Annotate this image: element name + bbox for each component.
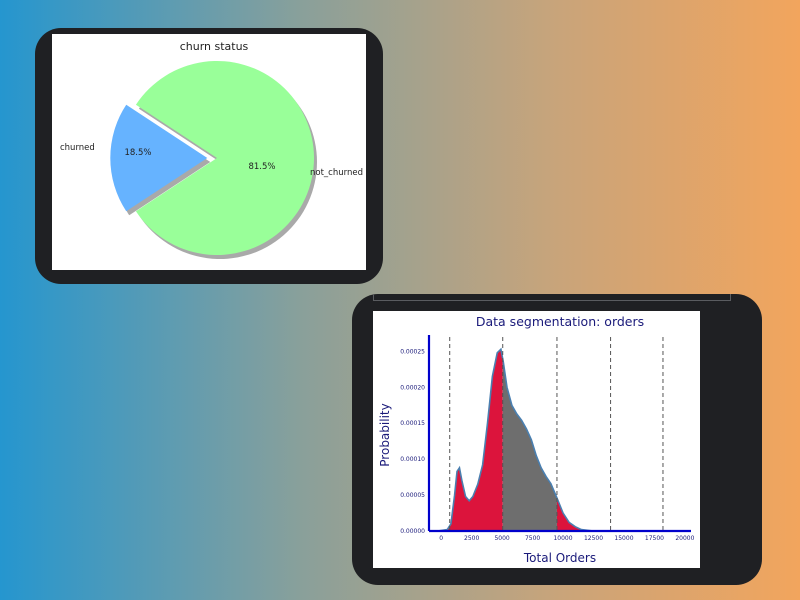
density-segment-2 bbox=[502, 358, 557, 531]
y-tick-label: 0.00005 bbox=[400, 492, 425, 499]
x-tick-label: 10000 bbox=[553, 535, 572, 542]
density-chart-card: Data segmentation: orders Total Orders P… bbox=[352, 294, 762, 585]
x-tick-label: 17500 bbox=[645, 535, 664, 542]
pct-not-churned: 81.5% bbox=[248, 162, 275, 172]
x-axis-label: Total Orders bbox=[523, 551, 596, 565]
pct-churned: 18.5% bbox=[124, 148, 151, 158]
x-tick-label: 15000 bbox=[614, 535, 633, 542]
y-tick-label: 0.00010 bbox=[400, 456, 425, 463]
y-tick-label: 0.00000 bbox=[400, 528, 425, 535]
pie-slice-churned bbox=[110, 104, 208, 212]
x-tick-label: 5000 bbox=[494, 535, 509, 542]
x-tick-label: 7500 bbox=[525, 535, 540, 542]
density-curve bbox=[437, 347, 594, 532]
density-title: Data segmentation: orders bbox=[476, 314, 644, 329]
density-chart: Data segmentation: orders Total Orders P… bbox=[378, 314, 695, 565]
pie-slice-not-churned bbox=[135, 61, 314, 256]
y-tick-label: 0.00020 bbox=[400, 384, 425, 391]
pie-chart-card: churn status churned not_churned 18.5% 8… bbox=[35, 28, 383, 284]
label-not-churned: not_churned bbox=[310, 168, 363, 178]
x-tick-label: 0 bbox=[439, 535, 443, 542]
pie-chart-panel: churn status churned not_churned 18.5% 8… bbox=[52, 34, 366, 270]
label-churned: churned bbox=[60, 143, 95, 153]
pie-chart: churn status churned not_churned 18.5% 8… bbox=[60, 40, 363, 260]
density-chart-panel: Data segmentation: orders Total Orders P… bbox=[373, 311, 700, 568]
x-tick-label: 20000 bbox=[675, 535, 694, 542]
density-segment-1 bbox=[449, 349, 503, 531]
density-segment-3 bbox=[556, 497, 594, 531]
pie-title: churn status bbox=[180, 40, 249, 53]
y-axis-label: Probability bbox=[378, 403, 392, 466]
y-tick-label: 0.00025 bbox=[400, 348, 425, 355]
cell-output-border bbox=[373, 294, 731, 301]
y-tick-label: 0.00015 bbox=[400, 420, 425, 427]
x-tick-label: 12500 bbox=[584, 535, 603, 542]
x-tick-label: 2500 bbox=[464, 535, 479, 542]
